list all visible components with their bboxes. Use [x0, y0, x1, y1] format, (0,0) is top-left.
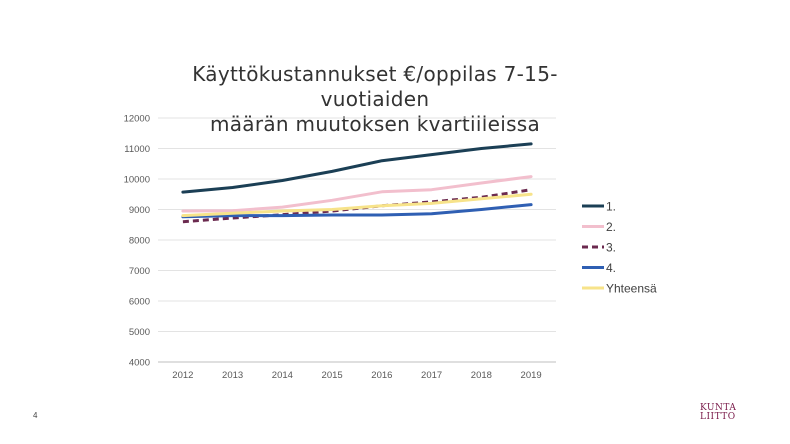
series-line-4	[181, 203, 533, 219]
page-number: 4	[33, 411, 38, 420]
y-tick-label: 4000	[129, 358, 150, 369]
legend: 1. 2. 3. 4. Yhteensä	[582, 200, 657, 296]
series-line-2	[181, 175, 533, 213]
y-tick-label: 5000	[129, 327, 150, 338]
y-tick-label: 9000	[129, 205, 150, 216]
x-tick-label: 2017	[421, 370, 442, 381]
x-tick-label: 2016	[371, 370, 392, 381]
y-tick-label: 7000	[129, 266, 150, 277]
chart-title-line1: Käyttökustannukset €/oppilas 7-15-vuotia…	[192, 62, 558, 111]
x-axis: 2012 2013 2014 2015 2016 2017 2018 2019	[172, 370, 541, 381]
x-tick-label: 2019	[521, 370, 542, 381]
x-tick-label: 2015	[322, 370, 343, 381]
legend-label-5: Yhteensä	[606, 282, 657, 296]
logo-line1: KUNTA	[700, 403, 737, 413]
legend-label-3: 3.	[606, 241, 616, 255]
x-tick-label: 2018	[471, 370, 492, 381]
x-tick-label: 2013	[222, 370, 243, 381]
kuntaliitto-logo: KUNTA LIITTO	[700, 404, 760, 422]
legend-label-4: 4.	[606, 261, 616, 275]
y-tick-label: 11000	[124, 144, 150, 155]
series-line-1	[181, 142, 533, 194]
y-tick-label: 10000	[124, 175, 150, 186]
x-tick-label: 2012	[172, 370, 193, 381]
y-tick-label: 12000	[124, 114, 150, 125]
gridlines	[158, 117, 556, 363]
y-tick-label: 6000	[129, 297, 150, 308]
legend-label-1: 1.	[606, 200, 616, 214]
y-tick-label: 8000	[129, 236, 150, 247]
x-tick-label: 2014	[272, 370, 293, 381]
chart-title-line2: määrän muutoksen kvartiileissa	[209, 112, 541, 136]
series-line-5	[181, 192, 533, 218]
logo-line2: LIITTO	[700, 412, 736, 422]
legend-label-2: 2.	[606, 220, 616, 234]
y-axis: 4000 5000 6000 7000 8000 9000 10000 11000 12000	[124, 114, 150, 369]
series-lines	[181, 142, 533, 224]
chart-title: Käyttökustannukset €/oppilas 7-15-vuotia…	[150, 62, 600, 137]
